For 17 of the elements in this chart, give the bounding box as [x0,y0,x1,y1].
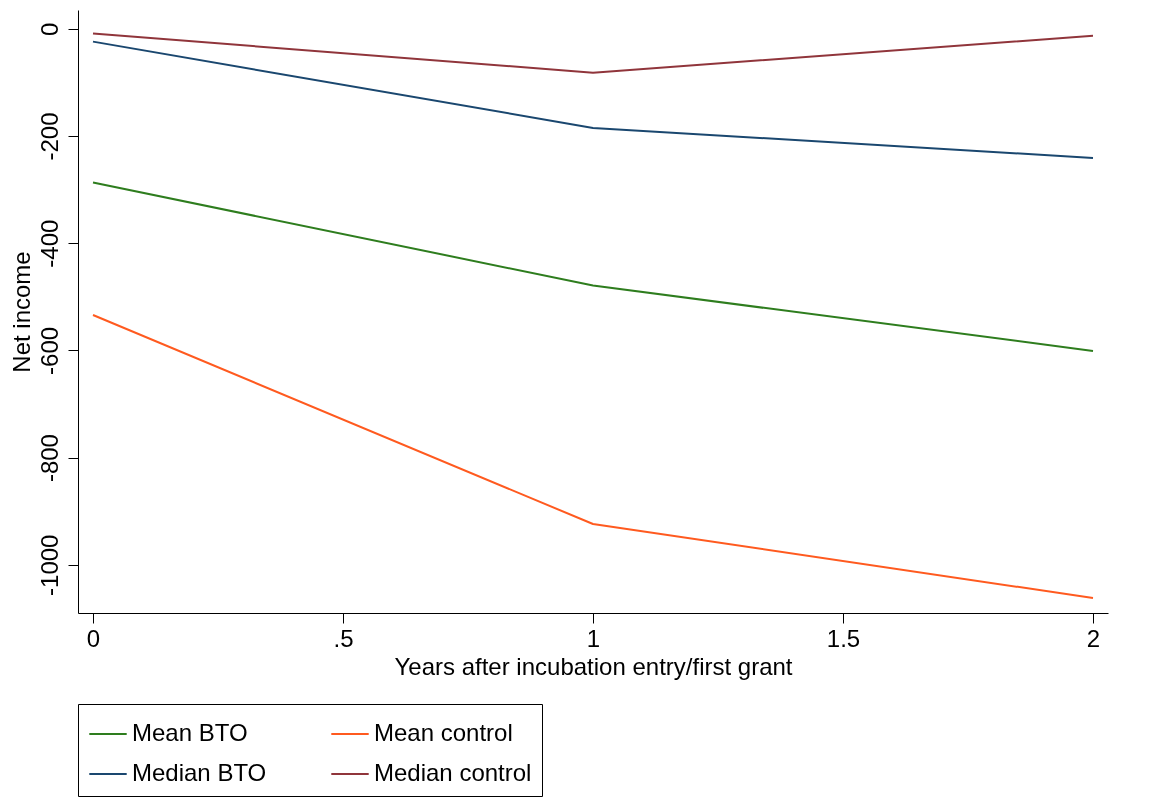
legend-label: Mean control [374,719,513,746]
y-tick-label: -1000 [35,534,63,596]
y-tick-label: -600 [35,326,63,375]
x-axis-title: Years after incubation entry/first grant [394,652,793,680]
y-tick-label: -400 [35,219,63,268]
x-tick-label: 1 [586,624,601,652]
y-tick-label: -200 [35,112,63,161]
y-tick-label: -800 [35,434,63,483]
y-axis-title: Net income [7,251,35,373]
x-tick-label: 0 [86,624,101,652]
y-tick-label: 0 [35,22,63,36]
x-tick-label: 2 [1086,624,1101,652]
legend-label: Median BTO [132,759,267,786]
legend-label: Mean BTO [132,719,248,746]
x-tick-label: .5 [333,624,354,652]
legend-label: Median control [374,759,532,786]
x-tick-label: 1.5 [826,624,861,652]
